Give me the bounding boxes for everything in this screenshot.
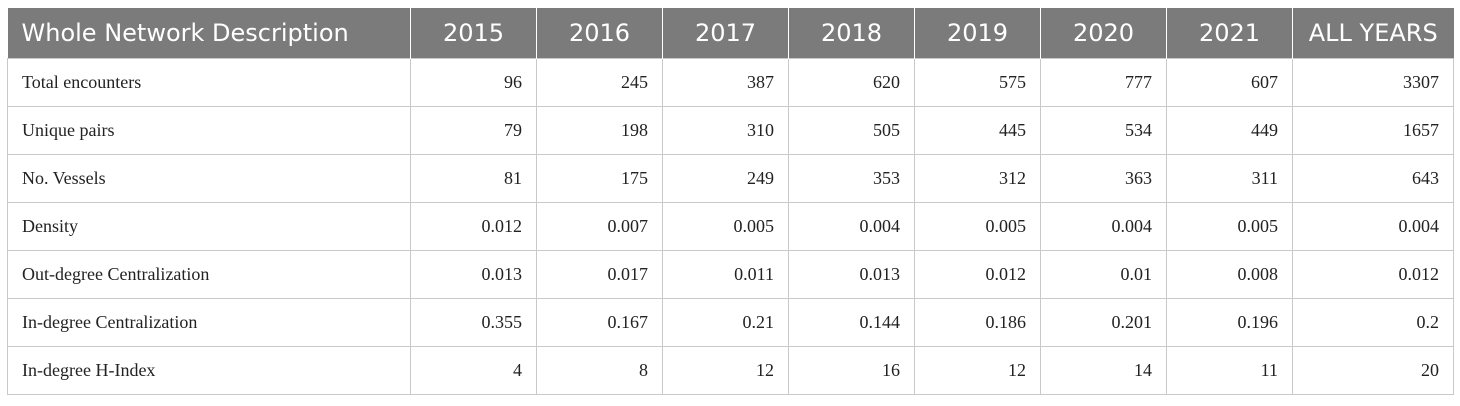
- table-cell: 8: [536, 346, 663, 395]
- table-cell: 79: [410, 106, 537, 155]
- table-cell: 0.355: [410, 298, 537, 347]
- table-cell: 0.012: [1292, 250, 1454, 299]
- table-cell: 3307: [1292, 58, 1454, 107]
- table-cell: 0.012: [410, 202, 537, 251]
- row-label: In-degree H-Index: [7, 346, 411, 395]
- table-cell: 0.144: [788, 298, 915, 347]
- table-cell: 0.005: [1166, 202, 1293, 251]
- table-row: Total encounters 96 245 387 620 575 777 …: [7, 58, 1454, 107]
- table-cell: 4: [410, 346, 537, 395]
- table-body: Total encounters 96 245 387 620 575 777 …: [7, 58, 1454, 395]
- table-cell: 0.01: [1040, 250, 1167, 299]
- table-cell: 0.004: [788, 202, 915, 251]
- table-cell: 310: [662, 106, 789, 155]
- header-cell-2021: 2021: [1166, 8, 1293, 59]
- table-cell: 1657: [1292, 106, 1454, 155]
- header-cell-2020: 2020: [1040, 8, 1167, 59]
- table-cell: 0.012: [914, 250, 1041, 299]
- row-label: Density: [7, 202, 411, 251]
- header-cell-2017: 2017: [662, 8, 789, 59]
- table-cell: 96: [410, 58, 537, 107]
- table-cell: 0.017: [536, 250, 663, 299]
- table-row: No. Vessels 81 175 249 353 312 363 311 6…: [7, 154, 1454, 203]
- table-cell: 0.004: [1040, 202, 1167, 251]
- table-cell: 0.201: [1040, 298, 1167, 347]
- header-cell-2018: 2018: [788, 8, 915, 59]
- header-cell-all-years: ALL YEARS: [1292, 8, 1454, 59]
- row-label: Total encounters: [7, 58, 411, 107]
- row-label: In-degree Centralization: [7, 298, 411, 347]
- table-row: Density 0.012 0.007 0.005 0.004 0.005 0.…: [7, 202, 1454, 251]
- table-cell: 0.013: [788, 250, 915, 299]
- table-cell: 81: [410, 154, 537, 203]
- table-cell: 311: [1166, 154, 1293, 203]
- table-cell: 0.011: [662, 250, 789, 299]
- table-cell: 620: [788, 58, 915, 107]
- table-cell: 0.004: [1292, 202, 1454, 251]
- table-cell: 16: [788, 346, 915, 395]
- row-label: Unique pairs: [7, 106, 411, 155]
- header-cell-2015: 2015: [410, 8, 537, 59]
- table-cell: 643: [1292, 154, 1454, 203]
- table-cell: 0.186: [914, 298, 1041, 347]
- table-cell: 0.008: [1166, 250, 1293, 299]
- table-cell: 777: [1040, 58, 1167, 107]
- table-cell: 14: [1040, 346, 1167, 395]
- table-cell: 175: [536, 154, 663, 203]
- table-cell: 0.2: [1292, 298, 1454, 347]
- table-cell: 0.167: [536, 298, 663, 347]
- table-cell: 0.007: [536, 202, 663, 251]
- table-cell: 607: [1166, 58, 1293, 107]
- table-cell: 0.005: [914, 202, 1041, 251]
- table-cell: 249: [662, 154, 789, 203]
- table-cell: 505: [788, 106, 915, 155]
- row-label: No. Vessels: [7, 154, 411, 203]
- table-cell: 312: [914, 154, 1041, 203]
- table-row: In-degree Centralization 0.355 0.167 0.2…: [7, 298, 1454, 347]
- network-description-table: Whole Network Description 2015 2016 2017…: [7, 8, 1454, 395]
- table-row: Unique pairs 79 198 310 505 445 534 449 …: [7, 106, 1454, 155]
- table-cell: 12: [914, 346, 1041, 395]
- header-cell-2016: 2016: [536, 8, 663, 59]
- table-cell: 0.21: [662, 298, 789, 347]
- table-header: Whole Network Description 2015 2016 2017…: [7, 8, 1454, 59]
- table-cell: 353: [788, 154, 915, 203]
- table-cell: 12: [662, 346, 789, 395]
- network-description-table-container: Whole Network Description 2015 2016 2017…: [7, 8, 1454, 395]
- table-cell: 11: [1166, 346, 1293, 395]
- header-cell-2019: 2019: [914, 8, 1041, 59]
- table-cell: 445: [914, 106, 1041, 155]
- table-cell: 449: [1166, 106, 1293, 155]
- table-cell: 245: [536, 58, 663, 107]
- table-cell: 387: [662, 58, 789, 107]
- table-row: Out-degree Centralization 0.013 0.017 0.…: [7, 250, 1454, 299]
- table-cell: 198: [536, 106, 663, 155]
- table-cell: 363: [1040, 154, 1167, 203]
- header-cell-description: Whole Network Description: [7, 8, 411, 59]
- table-cell: 0.005: [662, 202, 789, 251]
- table-cell: 534: [1040, 106, 1167, 155]
- table-cell: 575: [914, 58, 1041, 107]
- table-row: In-degree H-Index 4 8 12 16 12 14 11 20: [7, 346, 1454, 395]
- table-cell: 0.196: [1166, 298, 1293, 347]
- table-cell: 0.013: [410, 250, 537, 299]
- row-label: Out-degree Centralization: [7, 250, 411, 299]
- header-row: Whole Network Description 2015 2016 2017…: [7, 8, 1454, 59]
- table-cell: 20: [1292, 346, 1454, 395]
